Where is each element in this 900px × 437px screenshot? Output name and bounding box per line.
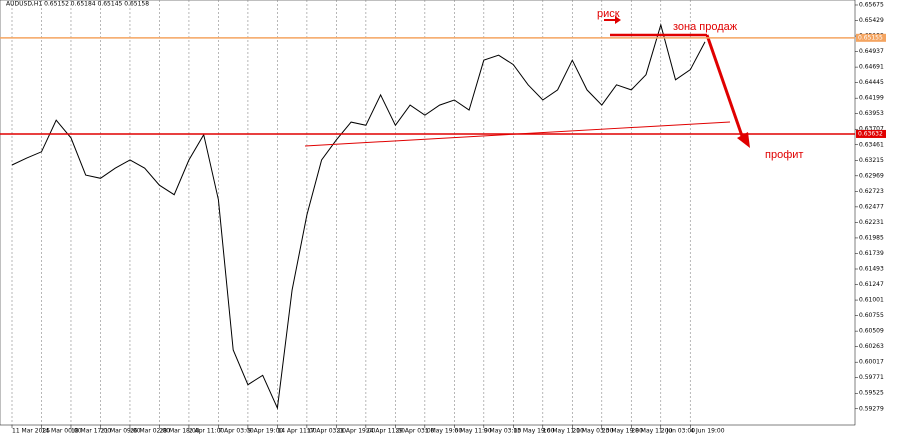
- x-tick-label: 23 May 19:00: [602, 428, 643, 435]
- y-tick-label: 0.62969: [859, 172, 884, 179]
- y-tick-label: 0.64445: [859, 79, 884, 86]
- y-tick-label: 0.63461: [859, 141, 884, 148]
- x-tick-label: 14 Apr 11:00: [277, 428, 316, 435]
- x-tick-label: 6 May 11:00: [454, 428, 492, 435]
- y-tick-label: 0.59525: [859, 390, 884, 397]
- y-tick-label: 0.64937: [859, 48, 884, 55]
- y-tick-label: 0.64691: [859, 64, 884, 71]
- x-tick-label: 13 May 19:00: [513, 428, 554, 435]
- x-tick-label: 29 Apr 03:00: [395, 428, 434, 435]
- y-tick-label: 0.62477: [859, 203, 884, 210]
- y-tick-label: 0.60509: [859, 328, 884, 335]
- x-tick-label: 24 Apr 11:00: [366, 428, 405, 435]
- x-tick-label: 16 May 11:00: [543, 428, 584, 435]
- grid: [11, 0, 691, 425]
- annotation: профит: [765, 149, 803, 161]
- x-tick-label: 11 Mar 2025: [12, 428, 50, 435]
- x-tick-label: 1 May 19:00: [425, 428, 463, 435]
- level-label: 0.63632: [858, 130, 883, 137]
- x-tick-label: 4 Jun 19:00: [690, 428, 724, 435]
- x-tick-label: 28 Mar 18:00: [159, 428, 199, 435]
- level-label-box: [856, 129, 886, 138]
- y-tick-label: 0.60017: [859, 359, 884, 366]
- annotation: риск: [597, 8, 620, 20]
- y-tick-label: 0.61247: [859, 281, 884, 288]
- y-tick-label: 0.60263: [859, 343, 884, 350]
- x-tick-label: 17 Apr 03:00: [307, 428, 346, 435]
- chart-title: AUDUSD,H1 0.65152 0.65184 0.65145 0.6515…: [6, 1, 149, 8]
- profit-arrow-head: [737, 132, 750, 148]
- level-label-box: [856, 33, 886, 42]
- x-tick-label: 2 Apr 11:00: [189, 428, 224, 435]
- x-tick-label: 18 Mar 17:00: [71, 428, 111, 435]
- y-tick-label: 0.63707: [859, 126, 884, 133]
- x-tick-label: 21 Apr 19:00: [336, 428, 375, 435]
- marks: [11, 23, 706, 410]
- x-tick-label: 9 Apr 19:00: [248, 428, 283, 435]
- level-label: 0.65155: [858, 34, 883, 41]
- y-tick-label: 0.65675: [859, 1, 884, 8]
- x-tick-label: 7 Apr 03:00: [218, 428, 253, 435]
- y-tick-label: 0.59771: [859, 374, 884, 381]
- x-tick-label: 28 May 11:00: [631, 428, 672, 435]
- x-tick-label: 2 Jun 03:00: [661, 428, 695, 435]
- y-tick-label: 0.61739: [859, 250, 884, 257]
- x-tick-label: 21 May 03:00: [572, 428, 613, 435]
- x-tick-label: 26 Mar 02:00: [130, 428, 170, 435]
- y-tick-label: 0.63953: [859, 110, 884, 117]
- x-tick-label: 9 May 03:00: [484, 428, 522, 435]
- y-tick-label: 0.63215: [859, 157, 884, 164]
- x-tick-label: 14 Mar 00:00: [41, 428, 81, 435]
- y-tick-label: 0.61985: [859, 234, 884, 241]
- y-tick-label: 0.59279: [859, 405, 884, 412]
- y-tick-label: 0.60755: [859, 312, 884, 319]
- plot-frame: [0, 0, 856, 426]
- profit-arrow: [705, 34, 744, 137]
- y-tick-label: 0.61493: [859, 266, 884, 273]
- y-tick-label: 0.62231: [859, 219, 884, 226]
- x-tick-label: 21 Mar 09:00: [100, 428, 140, 435]
- annotation: зона продаж: [673, 21, 738, 33]
- y-tick-label: 0.64199: [859, 95, 884, 102]
- y-tick-label: 0.65429: [859, 17, 884, 24]
- y-tick-label: 0.61001: [859, 297, 884, 304]
- risk-arrow-head: [615, 16, 621, 24]
- y-tick-label: 0.62723: [859, 188, 884, 195]
- price-line: [11, 23, 706, 410]
